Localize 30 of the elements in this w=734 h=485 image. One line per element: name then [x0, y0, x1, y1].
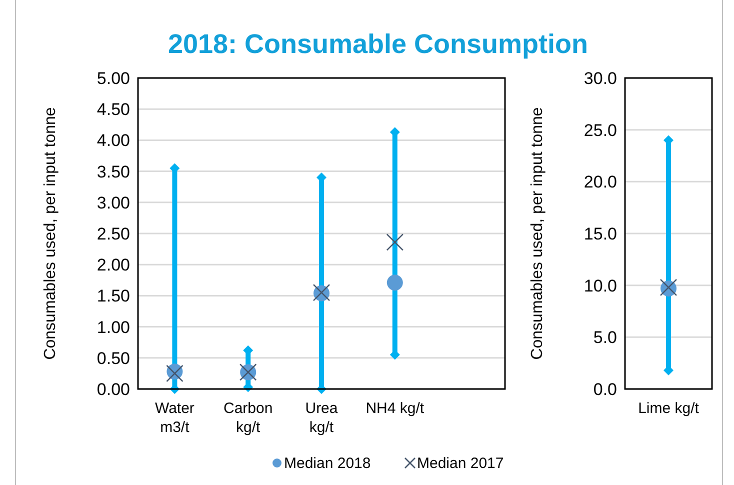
y-tick-label: 4.50 — [96, 100, 130, 120]
y-tick-label: 10.0 — [584, 276, 617, 296]
y-tick-label: 0.00 — [96, 380, 130, 399]
x-tick-label: Lime kg/t — [638, 400, 700, 417]
y-tick-label: 5.0 — [593, 328, 617, 348]
y-axis-title: Consumables used, per input tonne — [529, 107, 546, 360]
y-tick-label: 15.0 — [584, 224, 617, 244]
x-tick-label: Water m3/t — [154, 400, 194, 436]
y-tick-label: 3.00 — [96, 193, 130, 212]
y-tick-label: 0.50 — [96, 348, 130, 368]
point — [386, 274, 403, 291]
y-axis-title: Consumables used, per input tonne — [42, 107, 59, 360]
x-tick-label: Carbon kg/t — [224, 400, 273, 436]
y-tick-label: 20.0 — [584, 172, 617, 192]
y-tick-label: 2.50 — [96, 224, 130, 244]
y-tick-label: 25.0 — [584, 120, 617, 140]
y-tick-label: 1.50 — [96, 286, 130, 306]
legend-label: Median 2018 — [284, 455, 371, 472]
y-tick-label: 4.00 — [96, 131, 130, 150]
chart-title: 2018: Consumable Consumption — [168, 29, 588, 59]
y-tick-label: 1.00 — [96, 318, 130, 337]
x-tick-label: Urea kg/t — [305, 400, 338, 436]
y-tick-label: 5.00 — [96, 68, 130, 88]
point — [386, 234, 404, 251]
y-tick-label: 30.0 — [584, 68, 617, 88]
y-tick-label: 2.00 — [96, 256, 130, 275]
x-tick-label: NH4 kg/t — [366, 400, 425, 417]
y-tick-label: 3.50 — [96, 162, 130, 182]
legend-label: Median 2017 — [417, 455, 504, 472]
y-tick-label: 0.0 — [593, 380, 617, 399]
